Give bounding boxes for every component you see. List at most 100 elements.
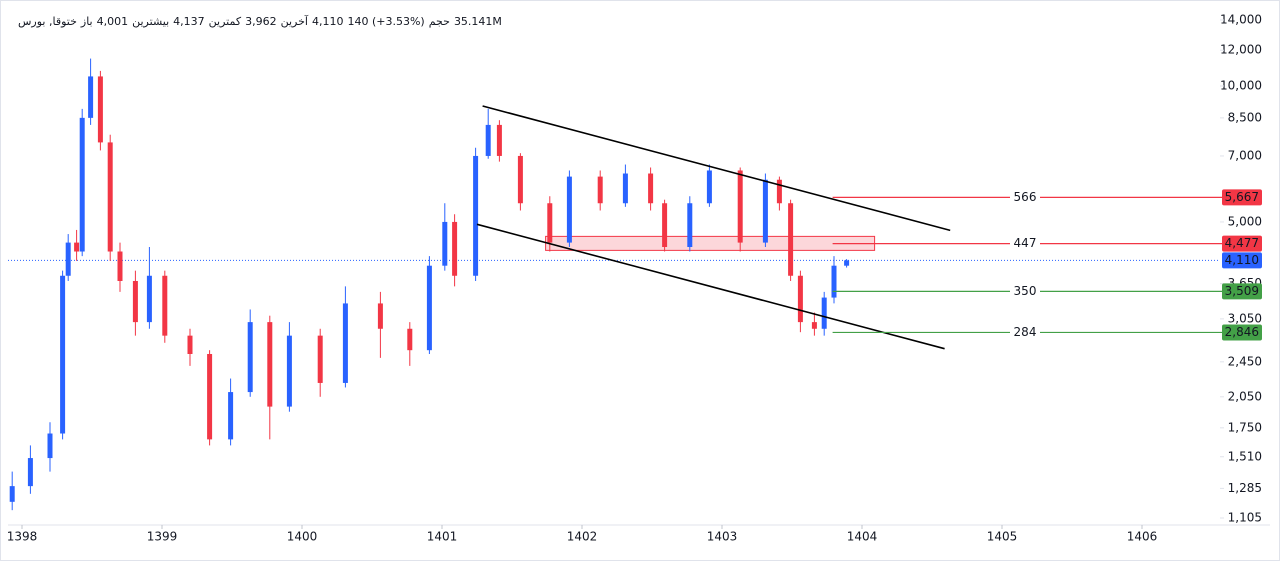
y-tick-label: 12,000	[1220, 43, 1262, 57]
candle-body	[27, 458, 33, 487]
level-text: 284	[1014, 325, 1037, 339]
header-text: کمترین	[209, 15, 242, 28]
candle-body	[207, 353, 213, 440]
level-text-bg	[1010, 284, 1040, 299]
header-text: 35.141M	[454, 15, 502, 28]
header-text: 3,962	[245, 15, 277, 28]
candle-body	[687, 203, 693, 248]
candle-body	[844, 260, 850, 266]
candle-body	[47, 433, 53, 459]
candle-body	[187, 335, 193, 354]
header-text: ختوقا, بورس	[18, 15, 77, 28]
candle-body	[517, 155, 523, 204]
candle-body	[566, 176, 572, 243]
candle-body	[97, 76, 103, 143]
plot: 1,1051,2851,5101,7502,0502,4503,0503,650…	[7, 13, 1262, 544]
x-tick-label: 1406	[1127, 530, 1158, 544]
candle-body	[797, 275, 803, 323]
candle-body	[762, 179, 768, 243]
level-text: 350	[1014, 284, 1037, 298]
level-price-bg	[1222, 324, 1262, 341]
last-price-label: 4,110	[1225, 253, 1259, 267]
x-tick-label: 1403	[707, 530, 738, 544]
level-text-bg	[1010, 325, 1040, 340]
y-tick-label: 2,050	[1228, 389, 1262, 403]
y-tick-label: 10,000	[1220, 78, 1262, 92]
level-price-bg	[1222, 235, 1262, 252]
candle-body	[407, 328, 413, 351]
candle-body	[117, 251, 123, 281]
level-price-label: 2,846	[1225, 325, 1259, 339]
level-price-label: 4,477	[1225, 236, 1259, 250]
candle-body	[9, 486, 15, 502]
x-tick-label: 1400	[287, 530, 318, 544]
candle-body	[286, 335, 292, 407]
level-text-bg	[1010, 190, 1040, 205]
y-tick-label: 1,750	[1228, 420, 1262, 434]
candle-body	[60, 275, 66, 434]
candle-body	[648, 173, 654, 204]
header-text: بیشترین	[132, 15, 169, 28]
candle-body	[342, 303, 348, 383]
level-text: 566	[1014, 190, 1037, 204]
x-tick-label: 1398	[7, 530, 38, 544]
y-tick-label: 7,000	[1228, 148, 1262, 162]
x-tick-label: 1404	[847, 530, 878, 544]
candle-body	[426, 265, 432, 351]
candle-body	[228, 392, 234, 440]
candle-body	[317, 335, 323, 383]
level-text-bg	[1010, 236, 1040, 251]
y-tick-label: 3,050	[1228, 311, 1262, 325]
candle-body	[788, 203, 794, 276]
candle-body	[485, 124, 491, 156]
candle-body	[662, 203, 668, 248]
level-text: 447	[1014, 236, 1037, 250]
candle-body	[88, 76, 94, 118]
candle-body	[132, 280, 138, 323]
candle-body	[162, 275, 168, 336]
trend-line	[482, 105, 951, 232]
candle-body	[496, 124, 502, 156]
header-text: آخرین	[281, 14, 309, 28]
candle-body	[74, 242, 80, 252]
candle-body	[831, 265, 837, 298]
candle-body	[247, 322, 253, 393]
x-tick-label: 1399	[147, 530, 178, 544]
level-price-label: 5,667	[1225, 190, 1259, 204]
header-text: حجم	[429, 15, 450, 28]
candle-body	[107, 142, 113, 252]
y-tick-label: 5,000	[1228, 214, 1262, 228]
x-tick-label: 1401	[427, 530, 458, 544]
header-text: 140 (+3.53%)	[347, 15, 424, 28]
candle-body	[452, 221, 458, 276]
candle-body	[79, 117, 85, 252]
candle-body	[706, 170, 712, 204]
header: ختوقا, بورس باز 4,001 بیشترین 4,137 کمترین 3,9…	[18, 14, 502, 28]
zone	[545, 235, 876, 251]
y-tick-label: 14,000	[1220, 13, 1262, 27]
header-text: 4,137	[173, 15, 205, 28]
candle-body	[622, 173, 628, 204]
level-price-label: 3,509	[1225, 284, 1259, 298]
candle-body	[267, 322, 273, 407]
y-tick-label: 2,450	[1228, 354, 1262, 368]
header-text: 4,110	[312, 15, 344, 28]
y-tick-label: 1,510	[1228, 449, 1262, 463]
x-tick-label: 1402	[567, 530, 598, 544]
y-tick-label: 1,105	[1228, 511, 1262, 525]
candle-body	[547, 203, 553, 243]
candle-body	[737, 170, 743, 243]
candle-body	[811, 322, 817, 329]
candle-body	[776, 179, 782, 204]
candle-body	[597, 176, 603, 204]
last-price-bg	[1222, 252, 1262, 269]
header-text: باز	[80, 15, 93, 28]
candle-body	[473, 155, 479, 276]
candle-body	[146, 275, 152, 323]
candle-body	[65, 242, 71, 276]
candle-body	[442, 221, 448, 266]
level-price-bg	[1222, 189, 1262, 206]
